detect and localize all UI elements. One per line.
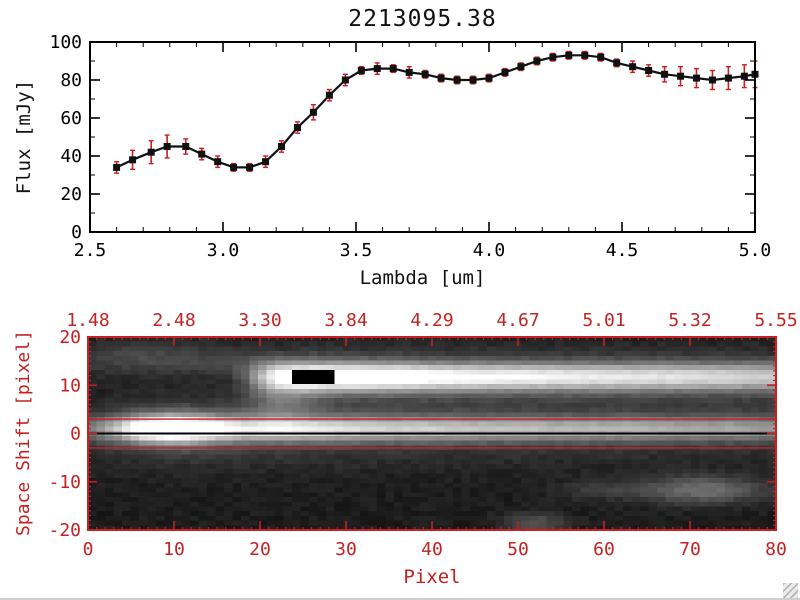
image-axes-frame xyxy=(87,336,777,531)
spectrum-markers xyxy=(113,51,759,171)
image-x-tick-label: 50 xyxy=(507,539,529,560)
spectrum-x-tick-label: 3.0 xyxy=(207,240,240,261)
spectral-image-axes: 1.48 2.48 3.30 3.84 4.29 4.67 5.01 5.32 5.55 0 10 2… xyxy=(48,310,797,560)
image-top-axis-label: 5.32 xyxy=(668,310,711,331)
spectrum-x-tick-label: 2.5 xyxy=(74,240,107,261)
image-x-tick-label: 60 xyxy=(593,539,615,560)
image-x-tick-label: 30 xyxy=(335,539,357,560)
image-top-axis-label: 4.67 xyxy=(496,310,539,331)
spectrum-y-tick-label: 100 xyxy=(49,32,82,53)
spectrum-x-tick-label: 3.5 xyxy=(340,240,373,261)
image-y-tick-label: 0 xyxy=(70,424,81,445)
image-x-tick-label: 80 xyxy=(765,539,787,560)
spectrum-xaxis-label: Lambda [um] xyxy=(359,267,486,289)
spectrum-x-tick-label: 4.5 xyxy=(606,240,639,261)
spectrum-ticks: 2.5 3.0 3.5 4.0 4.5 5.0 0 20 40 60 80 100 xyxy=(49,32,771,261)
image-top-axis-label: 5.01 xyxy=(582,310,625,331)
image-top-axis-label: 3.84 xyxy=(324,310,367,331)
image-y-tick-label: -10 xyxy=(48,472,81,493)
image-top-axis-label: 4.29 xyxy=(410,310,453,331)
image-x-tick-label: 10 xyxy=(163,539,185,560)
spectrum-x-tick-label: 4.0 xyxy=(473,240,506,261)
error-bars xyxy=(114,50,758,174)
image-y-tick-label: 10 xyxy=(59,375,81,396)
image-x-tick-label: 40 xyxy=(421,539,443,560)
plot-title: 2213095.38 xyxy=(348,6,497,32)
spectrum-y-tick-label: 60 xyxy=(60,108,82,129)
image-x-tick-label: 0 xyxy=(83,539,94,560)
image-top-axis-label: 3.30 xyxy=(238,310,281,331)
image-x-tick-label: 20 xyxy=(249,539,271,560)
image-yaxis-label: Space Shift [pixel] xyxy=(13,330,34,536)
resize-grip-icon[interactable] xyxy=(783,583,798,598)
spectrum-yaxis-label: Flux [mJy] xyxy=(13,79,35,195)
window-border xyxy=(0,598,800,600)
image-top-axis-label: 5.55 xyxy=(754,310,797,331)
spectrum-plot: 2.5 3.0 3.5 4.0 4.5 5.0 0 20 40 60 80 100 xyxy=(49,32,771,261)
spectrum-y-tick-label: 80 xyxy=(60,70,82,91)
spectrum-line xyxy=(116,54,756,169)
spectrum-axes-frame xyxy=(89,41,756,233)
image-y-tick-label: -20 xyxy=(48,520,81,541)
spectrum-y-tick-label: 40 xyxy=(60,146,82,167)
image-y-tick-label: 20 xyxy=(59,327,81,348)
image-top-axis-label: 1.48 xyxy=(66,310,109,331)
spectrum-x-tick-label: 5.0 xyxy=(739,240,772,261)
spectrum-y-tick-label: 0 xyxy=(71,222,82,243)
image-top-axis-label: 2.48 xyxy=(152,310,195,331)
spectrum-y-tick-label: 20 xyxy=(60,184,82,205)
image-xaxis-label: Pixel xyxy=(403,566,461,588)
image-x-tick-label: 70 xyxy=(679,539,701,560)
